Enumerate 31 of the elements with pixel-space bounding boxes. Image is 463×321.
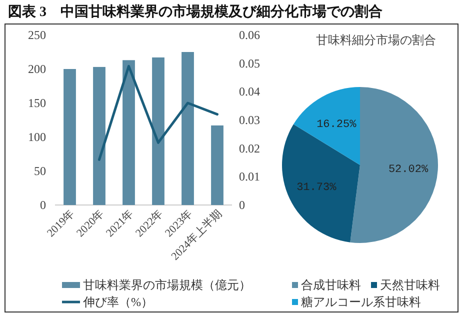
data-label: 52.02% — [388, 164, 428, 176]
y2-tick-label: 0.04 — [239, 84, 260, 99]
y-tick-label: 0 — [40, 198, 46, 212]
y2-tick-label: 0.01 — [239, 170, 260, 184]
y2-tick-label: 0.05 — [239, 56, 260, 70]
legend-label: 合成甘味料 — [301, 278, 361, 292]
y-tick-label: 150 — [28, 96, 46, 110]
line-series — [98, 64, 218, 161]
y2-tick-label: 0 — [239, 198, 245, 212]
bar — [152, 57, 164, 205]
y-tick-label: 100 — [28, 130, 46, 144]
y-tick-label: 50 — [34, 164, 46, 178]
legend-label: 天然甘味料 — [380, 278, 440, 292]
y2-tick-label: 0.02 — [239, 141, 260, 156]
bar — [64, 69, 76, 205]
bar — [122, 60, 135, 205]
y-tick-label: 250 — [28, 28, 46, 42]
data-label: 31.73% — [296, 182, 337, 194]
legend-label: 糖アルコール系甘味料 — [301, 295, 421, 309]
data-label: 16.25% — [316, 118, 357, 131]
y-tick-label: 200 — [28, 62, 46, 76]
pie-slice — [293, 87, 360, 165]
chart-title: 図表 3 中国甘味料業界の市場規模及び細分化市場での割合 — [8, 3, 382, 20]
legend-label: 伸び率（%） — [82, 295, 153, 309]
bar — [93, 66, 106, 205]
bar — [211, 125, 224, 205]
legend-label: 甘味料業界の市場規模（億元） — [83, 278, 251, 292]
y2-tick-label: 0.03 — [239, 113, 260, 127]
y2-tick-label: 0.06 — [239, 28, 260, 42]
chart-title: 甘味料細分市場の割合 — [316, 33, 436, 47]
bar — [182, 52, 194, 205]
